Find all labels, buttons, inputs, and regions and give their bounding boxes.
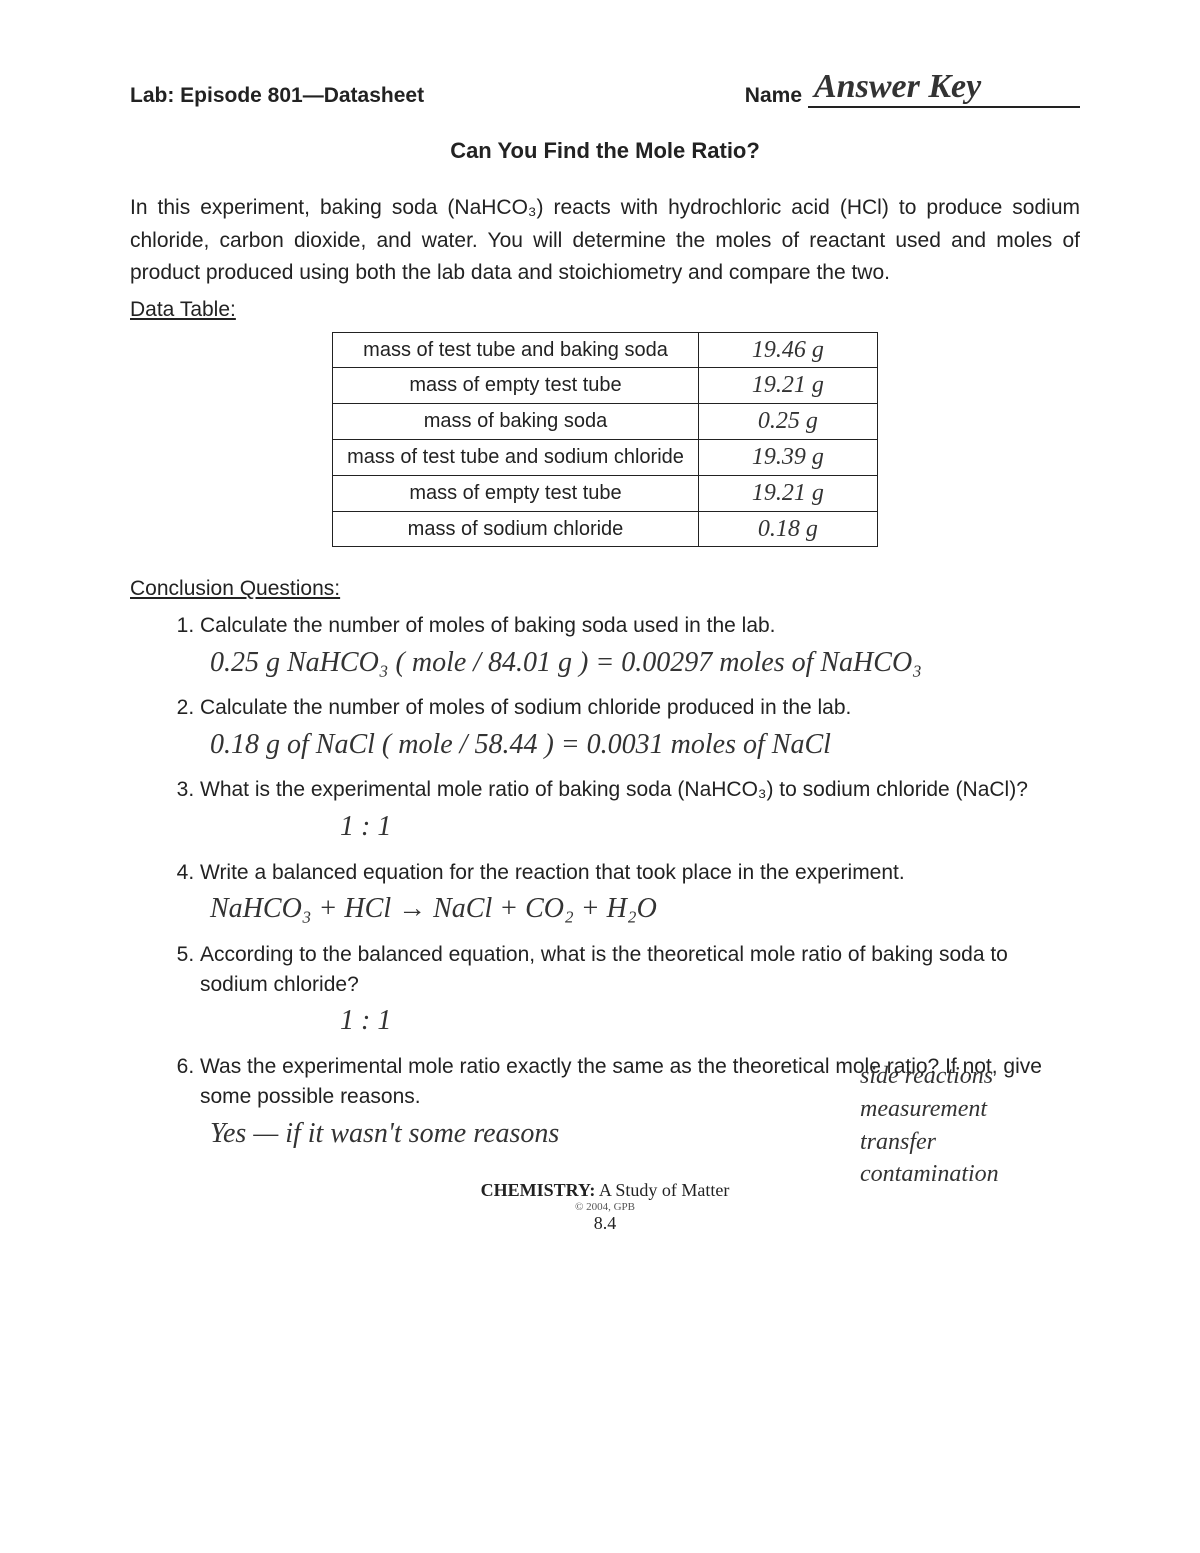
- question-5: According to the balanced equation, what…: [200, 940, 1080, 1038]
- side-note-d: contamination: [860, 1160, 1120, 1189]
- footer-line3: 8.4: [130, 1213, 1080, 1234]
- name-label: Name: [745, 84, 802, 108]
- question-1: Calculate the number of moles of baking …: [200, 611, 1080, 679]
- footer-line1-rest: A Study of Matter: [599, 1180, 730, 1200]
- header-row: Lab: Episode 801—Datasheet Name Answer K…: [130, 70, 1080, 108]
- side-note-b: measurement: [860, 1095, 1120, 1124]
- row-value: 19.39 g: [698, 440, 877, 476]
- data-table: mass of test tube and baking soda 19.46 …: [332, 332, 878, 548]
- question-4: Write a balanced equation for the reacti…: [200, 858, 1080, 926]
- q5-text: According to the balanced equation, what…: [200, 943, 1008, 996]
- table-row: mass of baking soda 0.25 g: [333, 404, 878, 440]
- table-row: mass of empty test tube 19.21 g: [333, 475, 878, 511]
- table-row: mass of sodium chloride 0.18 g: [333, 511, 878, 547]
- q1-text: Calculate the number of moles of baking …: [200, 614, 776, 637]
- q3-answer: 1 : 1: [200, 810, 1080, 844]
- row-value: 0.18 g: [698, 511, 877, 547]
- questions-list: Calculate the number of moles of baking …: [130, 611, 1080, 1150]
- row-label: mass of test tube and sodium chloride: [333, 440, 699, 476]
- lab-title: Lab: Episode 801—Datasheet: [130, 84, 424, 108]
- q4-text: Write a balanced equation for the reacti…: [200, 861, 905, 884]
- footer-line1-bold: CHEMISTRY:: [481, 1180, 596, 1200]
- q3-text: What is the experimental mole ratio of b…: [200, 778, 1028, 801]
- row-label: mass of empty test tube: [333, 368, 699, 404]
- row-label: mass of test tube and baking soda: [333, 332, 699, 368]
- table-row: mass of test tube and baking soda 19.46 …: [333, 332, 878, 368]
- q1-answer: 0.25 g NaHCO₃ ( mole / 84.01 g ) = 0.002…: [200, 646, 1080, 680]
- row-label: mass of baking soda: [333, 404, 699, 440]
- question-6: Was the experimental mole ratio exactly …: [200, 1052, 1080, 1150]
- row-value: 0.25 g: [698, 404, 877, 440]
- main-title: Can You Find the Mole Ratio?: [130, 138, 1080, 164]
- question-3: What is the experimental mole ratio of b…: [200, 775, 1080, 843]
- row-label: mass of sodium chloride: [333, 511, 699, 547]
- conclusion-label: Conclusion Questions:: [130, 577, 1080, 601]
- name-block: Name Answer Key: [745, 70, 1080, 108]
- row-value: 19.21 g: [698, 475, 877, 511]
- table-row: mass of test tube and sodium chloride 19…: [333, 440, 878, 476]
- q5-answer: 1 : 1: [200, 1004, 1080, 1038]
- question-2: Calculate the number of moles of sodium …: [200, 693, 1080, 761]
- q2-text: Calculate the number of moles of sodium …: [200, 696, 851, 719]
- side-note-a: side reactions: [860, 1062, 1120, 1091]
- side-note-c: transfer: [860, 1128, 1120, 1157]
- q6-side-notes: side reactions measurement transfer cont…: [860, 1062, 1120, 1193]
- q2-answer: 0.18 g of NaCl ( mole / 58.44 ) = 0.0031…: [200, 728, 1080, 762]
- data-table-label: Data Table:: [130, 298, 1080, 322]
- row-value: 19.46 g: [698, 332, 877, 368]
- q4-answer: NaHCO₃ + HCl → NaCl + CO₂ + H₂O: [200, 892, 1080, 926]
- row-value: 19.21 g: [698, 368, 877, 404]
- row-label: mass of empty test tube: [333, 475, 699, 511]
- page: Lab: Episode 801—Datasheet Name Answer K…: [0, 0, 1200, 1553]
- intro-text: In this experiment, baking soda (NaHCO₃)…: [130, 192, 1080, 290]
- footer-line2: © 2004, GPB: [130, 1201, 1080, 1213]
- name-value: Answer Key: [808, 70, 1080, 108]
- table-row: mass of empty test tube 19.21 g: [333, 368, 878, 404]
